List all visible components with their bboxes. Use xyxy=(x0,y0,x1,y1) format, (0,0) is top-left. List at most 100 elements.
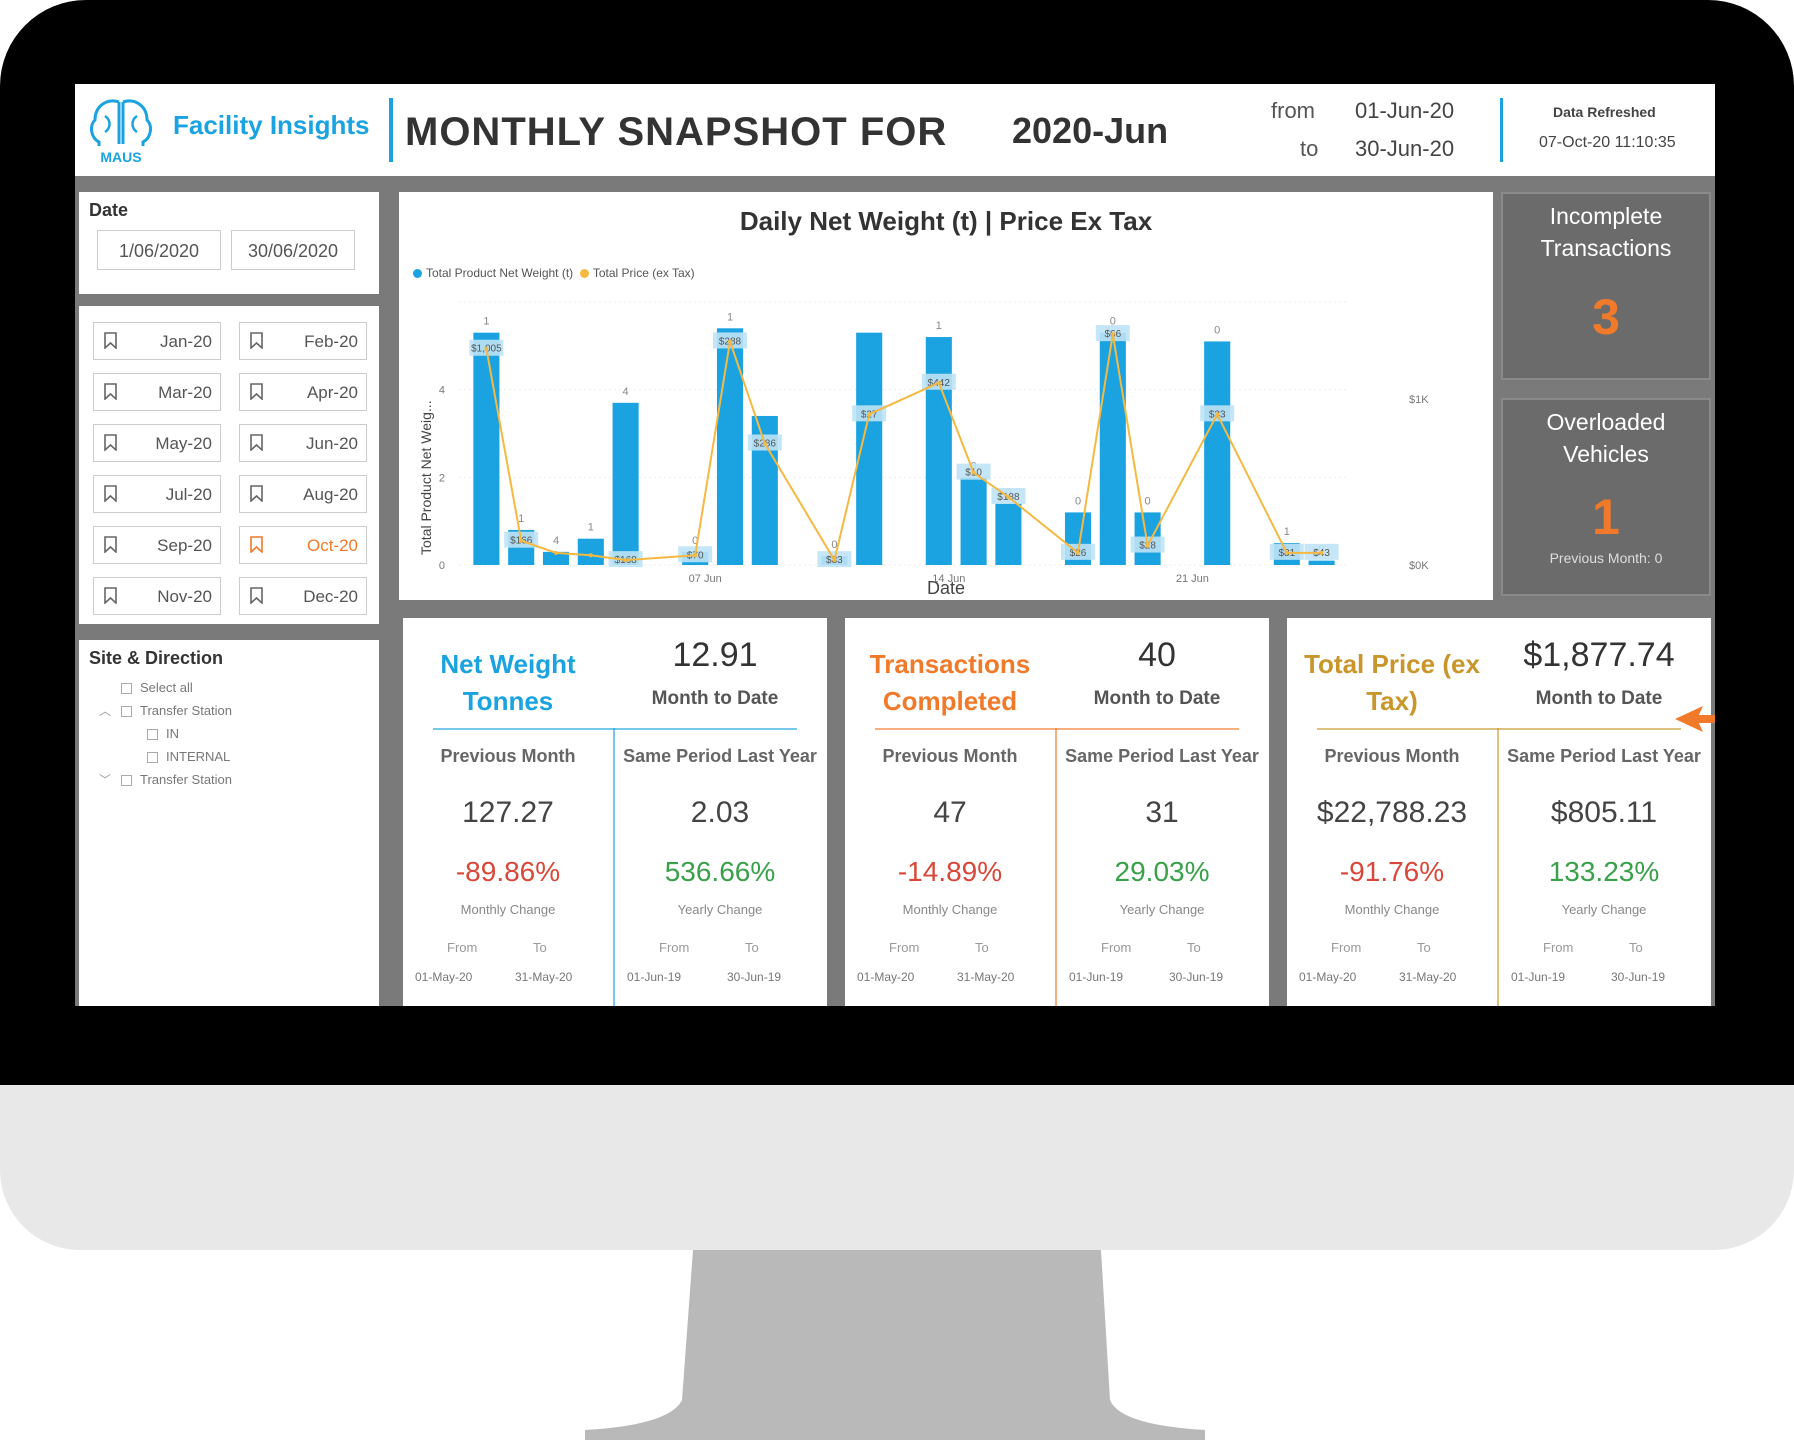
weight-bar xyxy=(473,332,500,565)
kpi-month-to-date-label: Month to Date xyxy=(1093,688,1221,709)
kpi-column-divider xyxy=(613,728,615,1006)
comparison-value: $805.11 xyxy=(1550,796,1658,829)
kpi-divider xyxy=(1317,728,1681,730)
checkbox[interactable] xyxy=(121,775,132,787)
from-label: From xyxy=(1101,940,1132,955)
month-label: Aug-20 xyxy=(303,485,358,504)
month-label: Apr-20 xyxy=(306,383,358,402)
tree-item-select-all[interactable]: Select all xyxy=(121,680,193,695)
kpi-card-1: Net Weight Tonnes 12.91 Month to Date Previ… xyxy=(403,618,827,1006)
checkbox[interactable] xyxy=(147,729,158,741)
overloaded-previous: Previous Month: 0 xyxy=(1549,550,1663,566)
month-label: Jul-20 xyxy=(165,485,212,504)
month-button-feb-20[interactable]: Feb-20 xyxy=(239,322,367,360)
date-slicer-title: Date xyxy=(89,200,129,220)
bookmark-icon xyxy=(250,587,263,604)
tree-item-in[interactable]: IN xyxy=(147,726,179,741)
bookmark-icon xyxy=(250,536,263,553)
checkbox[interactable] xyxy=(121,683,132,695)
weight-bar xyxy=(542,551,570,565)
month-button-aug-20[interactable]: Aug-20 xyxy=(239,475,367,513)
to-date: 30-Jun-19 xyxy=(1169,970,1224,984)
bookmark-icon xyxy=(250,332,263,349)
to-label: To xyxy=(1187,940,1201,955)
to-date: 31-May-20 xyxy=(515,970,573,984)
month-button-sep-20[interactable]: Sep-20 xyxy=(93,526,221,564)
month-button-nov-20[interactable]: Nov-20 xyxy=(93,577,221,615)
month-slicer: Jan-20 Feb-20 Mar-20 Apr-20 May-20 Jun-20 Jul-… xyxy=(79,306,379,624)
overloaded-value: 1 xyxy=(1592,489,1620,545)
price-point xyxy=(728,339,732,344)
end-date-input[interactable]: 30/06/2020 xyxy=(231,230,355,270)
price-point xyxy=(936,380,941,385)
bar-count-label: 0 xyxy=(1075,495,1081,507)
site-direction-title: Site & Direction xyxy=(89,648,224,668)
bar-count-label: 4 xyxy=(553,535,559,547)
legend-swatch-weight xyxy=(413,269,422,279)
month-label: Nov-20 xyxy=(157,587,212,606)
change-label: Yearly Change xyxy=(677,902,763,917)
price-line xyxy=(485,333,1322,563)
monitor-chin xyxy=(0,1085,1794,1250)
bookmark-icon xyxy=(104,332,117,349)
bar-count-label: 1 xyxy=(588,522,594,534)
from-date: 01-Jun-20 xyxy=(1355,98,1455,123)
percent-change: -91.76% xyxy=(1339,856,1445,887)
kpi-left-column: Previous Month $22,788.23 -91.76% Monthly C… xyxy=(1289,746,1495,1006)
legend-swatch-price xyxy=(579,269,589,279)
site-direction-slicer: Site & Direction Select all ︿ Transfer St… xyxy=(79,640,379,1006)
from-label: From xyxy=(889,940,920,955)
y-tick-label: 0 xyxy=(439,560,445,572)
kpi-name: Net Weight Tonnes xyxy=(440,649,576,716)
chevron-up-icon[interactable]: ︿ xyxy=(99,704,112,718)
incomplete-title: Incomplete Transactions xyxy=(1540,203,1672,261)
tree-item-internal[interactable]: INTERNAL xyxy=(147,749,230,764)
price-point xyxy=(1076,550,1080,555)
arrow-left-icon xyxy=(1675,706,1715,732)
kpi-name: Total Price (ex Tax) xyxy=(1304,649,1480,716)
month-button-jul-20[interactable]: Jul-20 xyxy=(93,475,221,513)
price-point xyxy=(1319,550,1324,555)
y2-tick-label: $1K xyxy=(1409,394,1429,406)
to-label: To xyxy=(1417,940,1431,955)
from-date: 01-Jun-19 xyxy=(1511,970,1566,984)
comparison-heading: Previous Month xyxy=(440,746,576,766)
weight-bar xyxy=(716,328,744,565)
incomplete-transactions-card: Incomplete Transactions 3 xyxy=(1501,192,1711,380)
bar-count-label: 0 xyxy=(1110,316,1116,328)
kpi-column-divider xyxy=(1055,728,1057,1006)
checkbox[interactable] xyxy=(121,706,132,718)
kpi-left-column: Previous Month 127.27 -89.86% Monthly Chang… xyxy=(405,746,611,1006)
kpi-right-column: Same Period Last Year 31 29.03% Yearly Chan… xyxy=(1059,746,1265,1006)
month-button-may-20[interactable]: May-20 xyxy=(93,424,221,462)
month-button-jun-20[interactable]: Jun-20 xyxy=(239,424,367,462)
from-date: 01-Jun-19 xyxy=(627,970,682,984)
brain-logo-icon: MAUS xyxy=(90,99,152,165)
month-button-oct-20[interactable]: Oct-20 xyxy=(239,526,367,564)
month-button-mar-20[interactable]: Mar-20 xyxy=(93,373,221,411)
header-divider xyxy=(389,98,393,162)
to-date: 30-Jun-19 xyxy=(727,970,782,984)
from-date: 01-Jun-19 xyxy=(1069,970,1124,984)
month-label: Jun-20 xyxy=(306,434,358,453)
bookmark-icon xyxy=(104,383,117,400)
report-header: MAUS Facility Insights MONTHLY SNAPSHOT … xyxy=(75,84,1715,176)
tree-item-transfer-station-2[interactable]: ﹀ Transfer Station xyxy=(99,772,233,787)
start-date-input[interactable]: 1/06/2020 xyxy=(97,230,221,270)
monitor-stand xyxy=(585,1250,1205,1440)
chevron-down-icon[interactable]: ﹀ xyxy=(99,773,112,787)
refresh-label: Data Refreshed xyxy=(1553,104,1656,120)
header-divider-right xyxy=(1500,98,1503,162)
price-point xyxy=(554,550,558,555)
month-button-jan-20[interactable]: Jan-20 xyxy=(93,322,221,360)
month-label: Mar-20 xyxy=(158,383,212,402)
month-button-dec-20[interactable]: Dec-20 xyxy=(239,577,367,615)
checkbox[interactable] xyxy=(147,752,158,764)
tree-item-transfer-station[interactable]: ︿ Transfer Station xyxy=(99,703,233,718)
price-point xyxy=(867,412,872,417)
x-tick-label: 14 Jun xyxy=(932,573,965,585)
month-button-apr-20[interactable]: Apr-20 xyxy=(239,373,367,411)
price-point xyxy=(693,553,698,558)
y-tick-label: 2 xyxy=(439,472,445,484)
weight-bar xyxy=(577,538,604,565)
